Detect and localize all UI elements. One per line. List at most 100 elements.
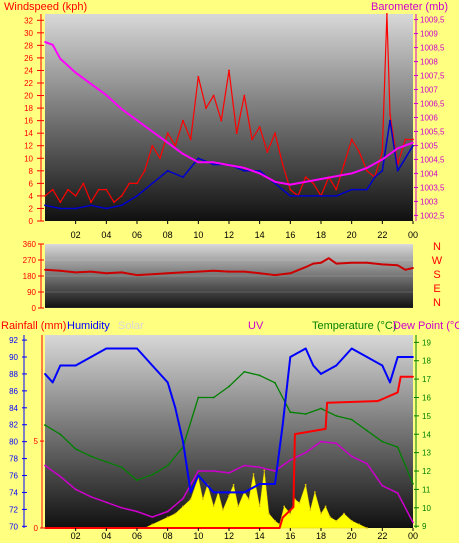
solar-point: [221, 509, 224, 511]
barometer-axis-tick-label: 1008: [420, 58, 438, 67]
wind-average-point: [212, 163, 215, 166]
dewpoint-point: [335, 442, 338, 445]
solar-point: [258, 505, 261, 508]
direction-axis-tick-label: 270: [23, 256, 37, 265]
barometer-point: [335, 175, 338, 178]
humidity-axis-tick-label: 82: [9, 421, 18, 430]
humidity-point: [212, 491, 215, 494]
direction-plot-area: [45, 244, 413, 308]
solar-point: [366, 527, 368, 529]
solar-point: [324, 505, 327, 508]
dewpoint-point: [350, 455, 353, 458]
temperature-point: [366, 429, 368, 432]
wind-x-tick-label: 16: [285, 230, 295, 240]
windspeed-axis-tick-label: 22: [24, 79, 33, 88]
barometer-point: [350, 172, 353, 175]
weather-x-tick-label: 06: [132, 531, 142, 541]
windspeed-point: [136, 182, 138, 185]
wind-average-point: [320, 195, 322, 197]
dewpoint-point: [304, 451, 307, 454]
weather-x-tick-label: 10: [193, 531, 203, 541]
barometer-line: [44, 41, 414, 186]
dewpoint-point: [59, 475, 62, 478]
rainfall-point: [375, 400, 378, 402]
temperature-axis-tick-label: 16: [422, 393, 431, 402]
wind-x-tick-label: 04: [101, 230, 111, 240]
windspeed-point: [281, 163, 284, 166]
solar-point: [274, 519, 276, 522]
dewpoint-point: [166, 510, 169, 513]
windspeed-axis-tick-label: 20: [24, 92, 33, 101]
barometer-point: [44, 41, 46, 43]
wind-x-tick-label: 20: [347, 230, 357, 240]
temperature-axis-tick-label: 14: [422, 430, 431, 439]
barometer-point: [274, 180, 276, 183]
humidity-point: [381, 364, 384, 367]
solar-point: [174, 512, 177, 515]
windspeed-point: [128, 182, 131, 185]
wind-x-tick-label: 02: [71, 230, 81, 240]
humidity-axis-tick-label: 84: [9, 404, 18, 413]
humidity-point: [205, 483, 207, 485]
windspeed-point: [143, 169, 146, 172]
barometer-title: Barometer (mb): [371, 1, 449, 13]
windspeed-axis-tick-label: 30: [24, 29, 33, 38]
wind-direction-line: [44, 257, 414, 277]
humidity-point: [151, 364, 154, 367]
windspeed-point: [59, 201, 62, 204]
wind-direction-point: [335, 262, 338, 265]
barometer-point: [59, 57, 62, 60]
temperature-point: [304, 413, 307, 415]
wind-direction-point: [197, 270, 200, 273]
temperature-point: [289, 411, 292, 414]
temperature-point: [151, 473, 154, 476]
wind-average-point: [389, 119, 391, 122]
dewpoint-point: [74, 488, 77, 491]
windspeed-point: [386, 13, 388, 15]
dewpoint-point: [258, 466, 261, 469]
humidity-point: [281, 423, 284, 426]
rainfall-point: [376, 400, 379, 402]
windspeed-axis-tick-label: 26: [24, 54, 33, 63]
windspeed-point: [105, 188, 108, 191]
humidity-point: [189, 491, 192, 494]
barometer-point: [366, 166, 368, 169]
wind-average-point: [366, 188, 368, 191]
solar-point: [320, 512, 322, 515]
solar-point: [350, 519, 353, 522]
wind-direction-point: [74, 271, 77, 274]
dewpoint-point: [412, 521, 414, 524]
wind-x-tick-label: 08: [163, 230, 173, 240]
humidity-axis-tick-label: 78: [9, 455, 18, 464]
temperature-point: [44, 424, 46, 426]
wind-average-point: [350, 188, 353, 191]
humidity-point: [74, 364, 77, 367]
direction-axis-tick-label: 360: [23, 240, 37, 249]
wind-direction-point: [243, 270, 246, 273]
temperature-axis-tick-label: 10: [422, 504, 431, 513]
windspeed-point: [220, 119, 223, 122]
dewpoint-point: [90, 495, 92, 498]
windspeed-line: [44, 13, 413, 203]
temperature-point: [136, 479, 138, 482]
temperature-point: [105, 460, 108, 463]
humidity-point: [166, 381, 169, 384]
wind-direction-point: [304, 266, 307, 269]
rainfall-point: [44, 527, 46, 529]
weather-x-tick-label: 16: [285, 531, 295, 541]
barometer-axis-tick-label: 1008,5: [420, 44, 445, 53]
dewpoint-title: Dew Point (°C): [393, 320, 459, 332]
wind-average-point: [274, 182, 276, 185]
humidity-axis-tick-label: 92: [9, 336, 18, 345]
windspeed-point: [166, 132, 169, 135]
windspeed-point: [235, 132, 238, 135]
temperature-point: [59, 433, 62, 436]
dewpoint-point: [105, 501, 108, 504]
barometer-axis-tick-label: 1005,5: [420, 127, 445, 136]
wind-average-point: [120, 204, 123, 207]
barometer-axis-tick-label: 1004: [420, 169, 438, 178]
humidity-point: [274, 483, 276, 485]
temperature-axis-tick-label: 11: [422, 485, 431, 494]
direction-axis-tick-label: 180: [23, 272, 37, 281]
